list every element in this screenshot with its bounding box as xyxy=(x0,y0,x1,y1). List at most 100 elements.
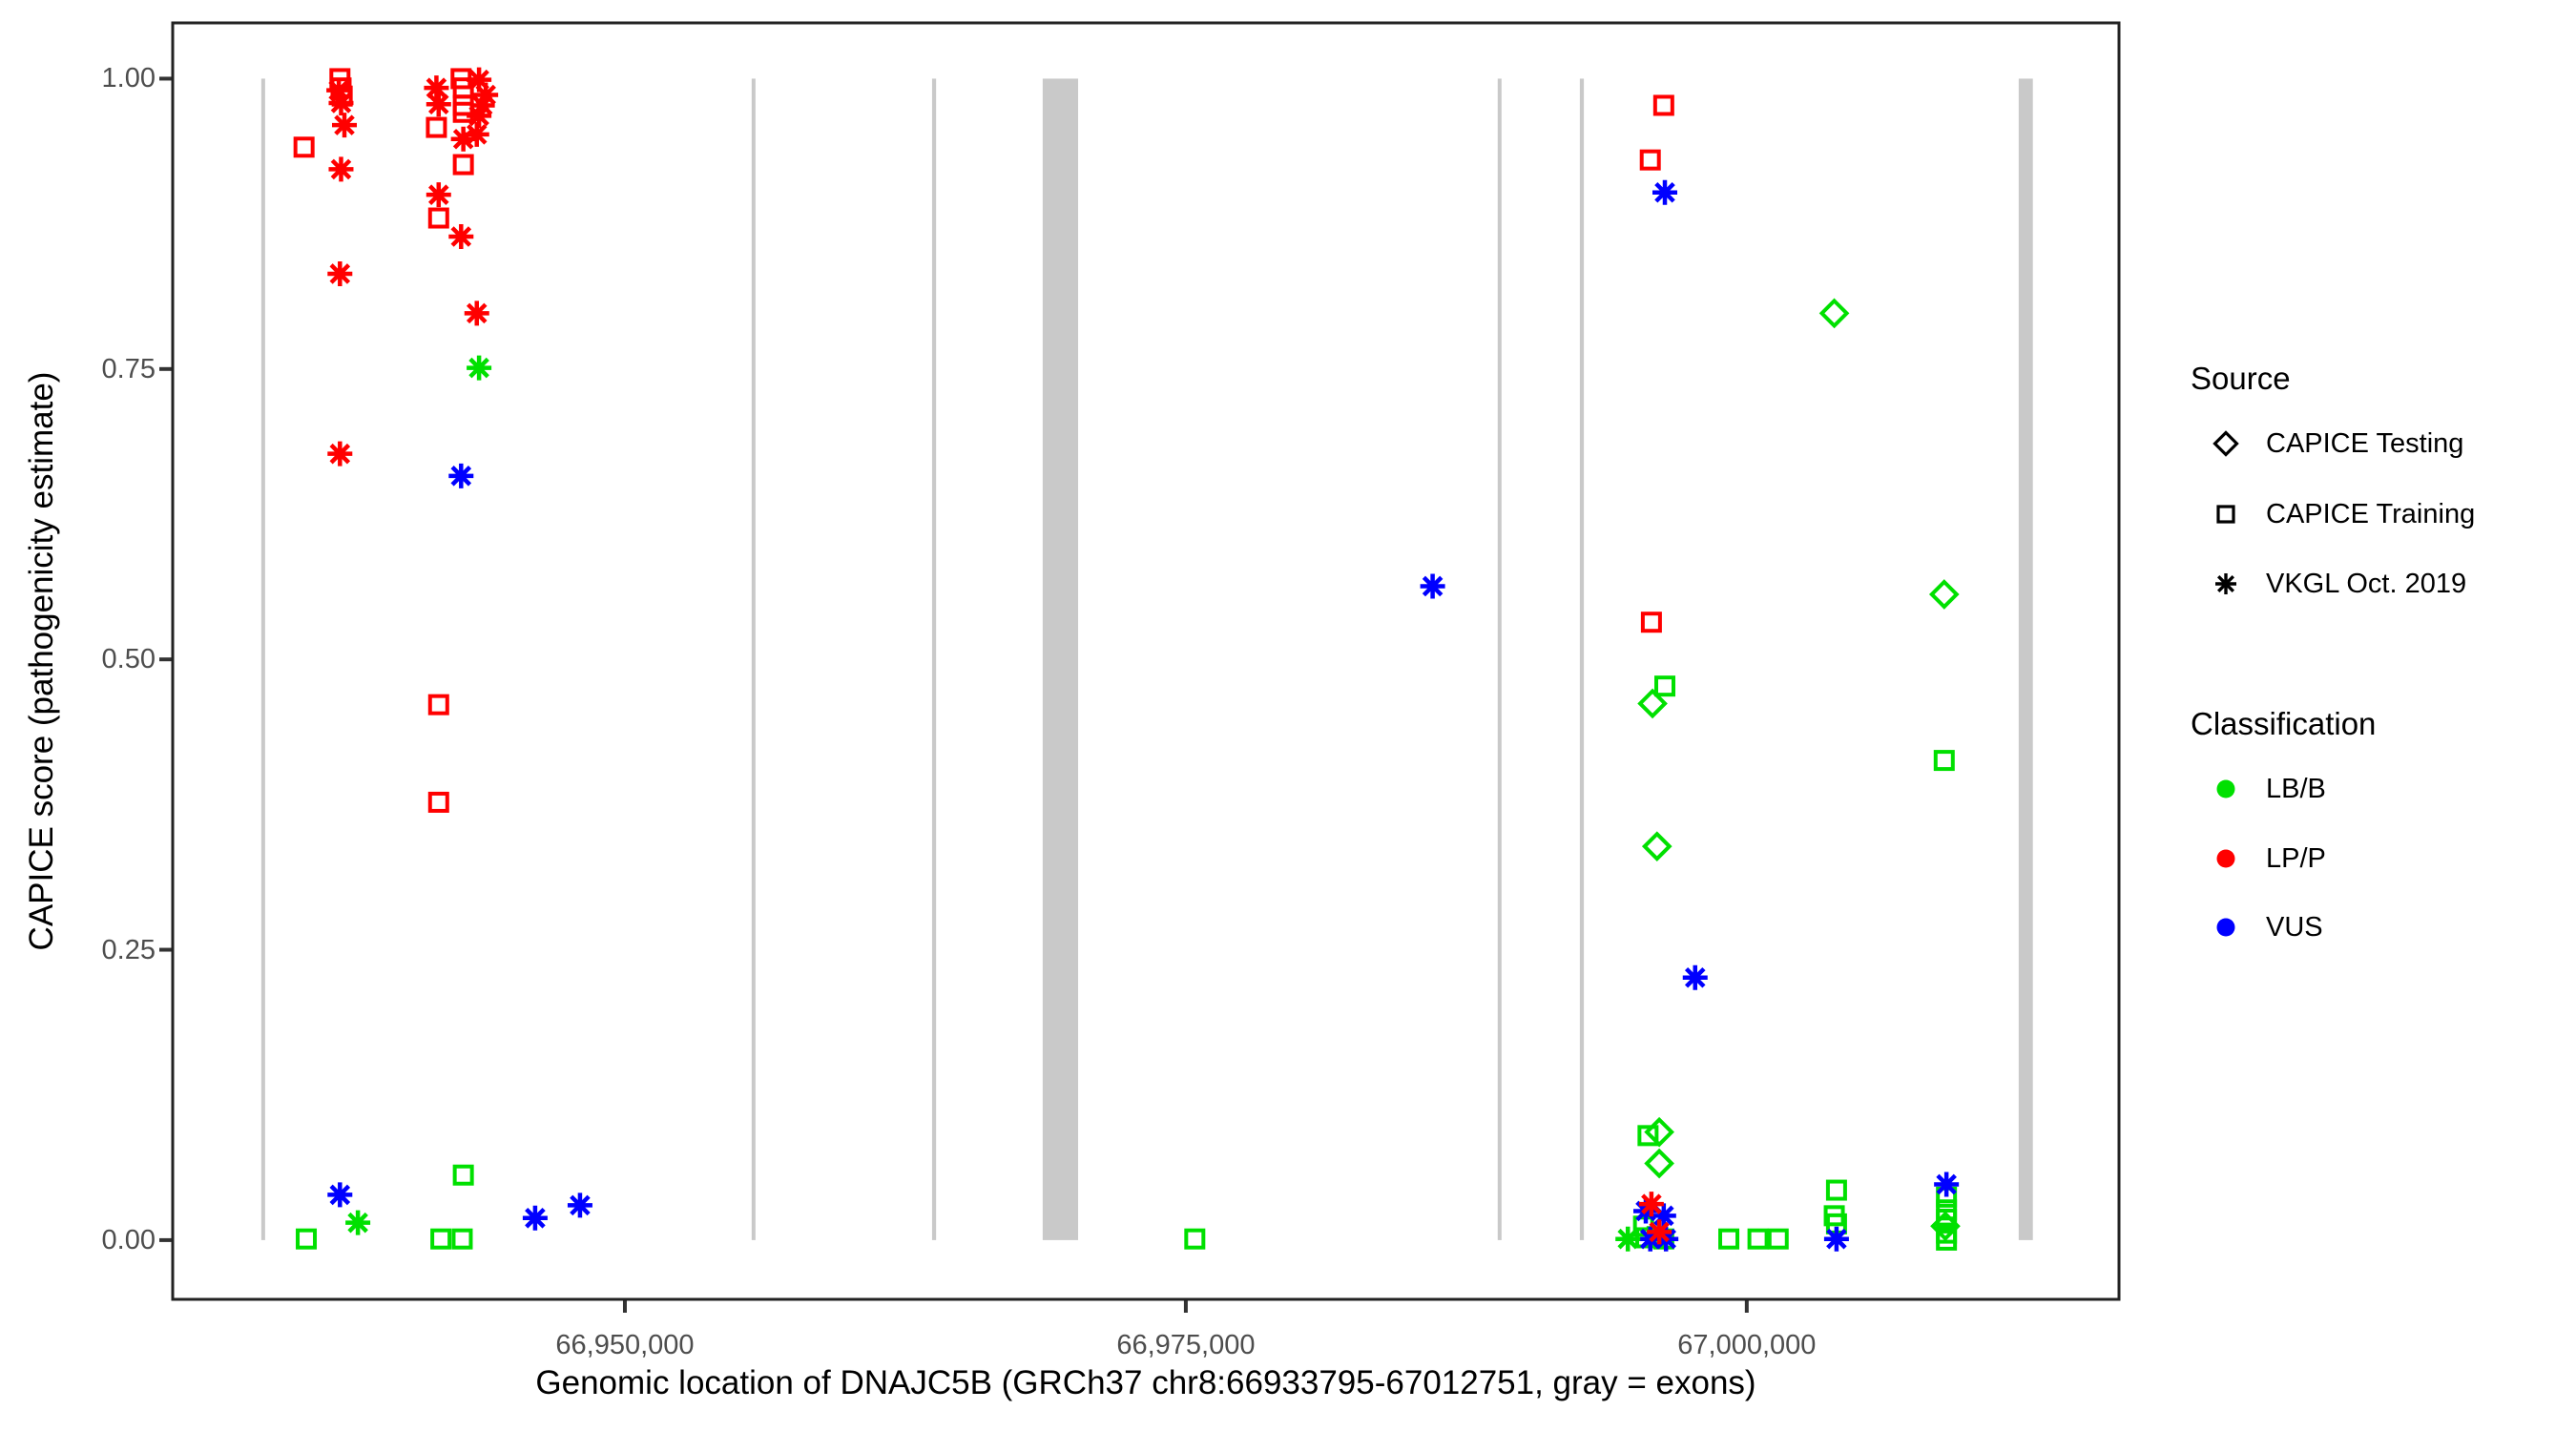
y-tick-label: 0.25 xyxy=(101,934,156,965)
data-point-testing-LBB xyxy=(1644,1148,1674,1179)
data-point-vkgl-VUS xyxy=(1934,1172,1960,1197)
legend-item-vkgl: VKGL Oct. 2019 xyxy=(2205,562,2466,606)
asterisk-key-icon xyxy=(2205,563,2247,605)
data-point-vkgl-LBB xyxy=(345,1210,371,1235)
data-point-testing-LBB xyxy=(1641,831,1672,862)
data-point-training-LBB xyxy=(1637,1125,1659,1147)
y-tick-label: 1.00 xyxy=(101,63,156,94)
exon-bar xyxy=(751,78,756,1240)
data-point-training-LPP xyxy=(427,694,449,716)
data-point-training-LPP xyxy=(426,116,447,138)
data-point-vkgl-VUS xyxy=(567,1192,592,1218)
lpp-dot-icon xyxy=(2205,838,2247,880)
data-point-training-LBB xyxy=(1936,1229,1958,1251)
data-point-vkgl-VUS xyxy=(1420,573,1445,599)
data-point-training-LPP xyxy=(1640,612,1662,633)
legend-item-capice-training: CAPICE Training xyxy=(2205,492,2475,536)
x-axis-title: Genomic location of DNAJC5B (GRCh37 chr8… xyxy=(535,1364,1756,1401)
legend-item-label: VUS xyxy=(2266,911,2323,943)
data-point-vkgl-VUS xyxy=(1682,964,1708,990)
data-point-vkgl-LBB xyxy=(1615,1226,1641,1252)
x-tick-label: 66,950,000 xyxy=(555,1330,695,1360)
data-point-training-LBB xyxy=(452,1164,474,1186)
data-point-testing-LBB xyxy=(1930,1211,1961,1242)
x-tick-label: 67,000,000 xyxy=(1677,1330,1817,1360)
data-point-training-LPP xyxy=(452,154,474,176)
data-point-vkgl-LPP xyxy=(327,441,353,467)
data-point-vkgl-VUS xyxy=(522,1205,548,1231)
data-point-vkgl-LPP xyxy=(328,156,354,182)
y-tick-label: 0.00 xyxy=(101,1224,156,1255)
y-tick-label: 0.75 xyxy=(101,353,156,384)
y-tick-label: 0.50 xyxy=(101,644,156,675)
plot-panel-border xyxy=(171,21,2121,1301)
vus-dot-icon xyxy=(2205,906,2247,948)
exon-bar xyxy=(1579,78,1585,1240)
data-point-training-LBB xyxy=(1718,1228,1740,1250)
exon-bar xyxy=(931,78,937,1240)
exon-bar xyxy=(1042,78,1079,1240)
data-point-vkgl-LPP xyxy=(424,75,449,101)
legend-classification-title: Classification xyxy=(2191,706,2377,741)
legend-item-lpp: LP/P xyxy=(2205,837,2326,881)
data-point-vkgl-LPP xyxy=(464,121,489,147)
data-point-vkgl-LPP xyxy=(426,92,451,117)
data-point-vkgl-LPP xyxy=(326,77,352,103)
data-point-vkgl-LBB xyxy=(467,355,492,381)
data-point-vkgl-LPP xyxy=(426,182,451,208)
data-point-training-LPP xyxy=(1639,149,1661,171)
legend-item-label: LB/B xyxy=(2266,773,2326,804)
data-point-testing-LBB xyxy=(1928,579,1960,610)
legend-item-lbb: LB/B xyxy=(2205,767,2326,811)
data-point-testing-LBB xyxy=(1644,1116,1674,1148)
data-point-vkgl-LPP xyxy=(473,82,499,108)
data-point-vkgl-VUS xyxy=(448,463,474,488)
data-point-training-LBB xyxy=(1747,1228,1769,1250)
exon-bar xyxy=(260,78,265,1240)
legend-item-label: CAPICE Testing xyxy=(2266,427,2464,459)
data-point-training-LBB xyxy=(451,1228,473,1250)
data-point-vkgl-VUS xyxy=(1651,1203,1676,1229)
y-axis-title: CAPICE score (pathogenicity estimate) xyxy=(23,371,60,951)
data-point-testing-LBB xyxy=(1637,688,1668,719)
legend-item-vus: VUS xyxy=(2205,905,2323,949)
data-point-training-LPP xyxy=(293,136,315,158)
data-point-training-LPP xyxy=(452,101,474,123)
lbb-dot-icon xyxy=(2205,768,2247,810)
data-point-vkgl-VUS xyxy=(327,1182,353,1208)
data-point-training-LBB xyxy=(1933,750,1955,772)
data-point-vkgl-LPP xyxy=(1647,1219,1672,1245)
diamond-key-icon xyxy=(2205,423,2247,465)
data-point-training-LBB xyxy=(1654,675,1676,697)
legend-item-label: LP/P xyxy=(2266,842,2326,874)
exon-bar xyxy=(2018,78,2033,1240)
exon-bar xyxy=(1497,78,1502,1240)
data-point-vkgl-LPP xyxy=(332,113,358,138)
data-point-vkgl-LPP xyxy=(467,67,492,93)
data-point-vkgl-LPP xyxy=(450,126,476,152)
data-point-training-LPP xyxy=(427,791,449,813)
data-point-vkgl-LPP xyxy=(469,93,495,118)
data-point-training-LPP xyxy=(427,207,449,229)
data-point-vkgl-LPP xyxy=(328,91,354,116)
data-point-training-LBB xyxy=(296,1228,318,1250)
legend-item-capice-testing: CAPICE Testing xyxy=(2205,422,2463,466)
data-point-vkgl-LPP xyxy=(448,224,474,250)
data-point-vkgl-LPP xyxy=(1638,1192,1664,1217)
data-point-training-LBB xyxy=(1767,1228,1789,1250)
data-point-vkgl-LPP xyxy=(467,103,492,129)
data-point-vkgl-LPP xyxy=(464,301,489,326)
legend-source-title: Source xyxy=(2191,361,2291,396)
x-tick-label: 66,975,000 xyxy=(1116,1330,1256,1360)
square-key-icon xyxy=(2205,493,2247,535)
data-point-vkgl-VUS xyxy=(1652,179,1678,205)
data-point-testing-LBB xyxy=(1818,298,1850,329)
data-point-training-LPP xyxy=(1652,94,1674,116)
data-point-training-LBB xyxy=(430,1228,452,1250)
data-point-vkgl-VUS xyxy=(1823,1226,1849,1252)
data-point-training-LBB xyxy=(1825,1179,1847,1201)
legend-item-label: VKGL Oct. 2019 xyxy=(2266,568,2467,599)
legend-item-label: CAPICE Training xyxy=(2266,498,2476,529)
